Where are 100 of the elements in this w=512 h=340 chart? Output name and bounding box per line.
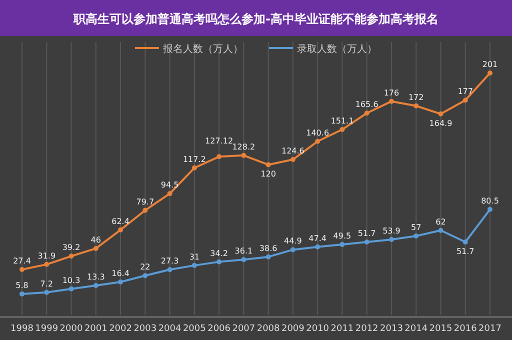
data-label: 5.8 — [16, 280, 28, 290]
data-label: 51.7 — [456, 247, 474, 256]
x-tick-label: 2015 — [429, 324, 452, 334]
x-tick-label: 2000 — [60, 324, 83, 334]
data-label: 127.12 — [205, 136, 234, 146]
point — [241, 257, 246, 262]
point — [315, 138, 320, 144]
data-label: 176 — [384, 88, 400, 98]
data-label: 117.2 — [182, 154, 206, 164]
data-label: 94.5 — [160, 180, 179, 190]
data-label: 31 — [189, 252, 200, 262]
point — [93, 282, 98, 288]
data-label: 39.2 — [62, 243, 80, 252]
x-tick-label: 2006 — [208, 324, 231, 334]
data-label: 151.1 — [330, 116, 354, 126]
point — [364, 110, 370, 116]
x-tick-label: 2002 — [109, 324, 132, 334]
point — [340, 242, 345, 247]
x-tick-label: 2011 — [330, 324, 354, 334]
data-label: 10.3 — [62, 276, 80, 285]
legend-label: 录取人数（万人） — [297, 44, 377, 55]
x-tick-label: 2007 — [232, 324, 256, 334]
point — [488, 70, 492, 76]
data-label: 165.6 — [355, 100, 378, 110]
point — [142, 273, 148, 278]
data-label: 7.2 — [40, 279, 53, 288]
x-tick-label: 2008 — [256, 324, 280, 334]
x-tick-label: 2001 — [84, 324, 108, 334]
x-tick-label: 2012 — [355, 324, 378, 334]
data-label: 36.1 — [234, 246, 253, 256]
data-label: 47.4 — [308, 234, 326, 243]
point — [438, 111, 444, 116]
point — [68, 286, 74, 292]
data-label: 51.7 — [358, 229, 376, 238]
x-tick-label: 1999 — [35, 324, 58, 334]
point — [167, 191, 172, 196]
point — [290, 247, 296, 252]
point — [438, 228, 444, 233]
data-label: 177 — [458, 87, 474, 96]
data-label: 140.6 — [306, 128, 330, 138]
point — [462, 240, 468, 245]
point — [414, 234, 419, 239]
data-label: 57 — [411, 223, 422, 232]
data-label: 13.3 — [86, 272, 105, 282]
point — [340, 127, 345, 132]
point — [142, 208, 148, 213]
data-label: 27.3 — [160, 256, 179, 266]
point — [364, 240, 370, 245]
x-tick-label: 1998 — [10, 324, 34, 334]
data-label: 38.6 — [259, 244, 278, 253]
data-label: 22 — [140, 262, 150, 272]
x-tick-label: 2009 — [281, 324, 305, 334]
point — [241, 152, 246, 158]
data-label: 201 — [482, 60, 498, 70]
data-label: 53.9 — [382, 226, 400, 236]
point — [118, 279, 124, 284]
point — [462, 98, 468, 103]
point — [20, 267, 24, 272]
data-label: 80.5 — [481, 196, 499, 206]
data-label: 62 — [436, 217, 446, 226]
data-label: 44.9 — [284, 236, 302, 246]
point — [315, 244, 320, 250]
x-tick-label: 2014 — [404, 324, 428, 334]
point — [192, 165, 197, 170]
data-label: 79.7 — [136, 197, 154, 206]
point — [414, 103, 419, 108]
x-tick-label: 2005 — [182, 324, 206, 334]
point — [388, 237, 394, 242]
point — [20, 291, 24, 296]
point — [266, 162, 271, 168]
point — [192, 262, 197, 268]
point — [44, 262, 50, 267]
point — [488, 206, 492, 212]
x-tick-label: 2016 — [454, 324, 478, 334]
x-tick-label: 2004 — [158, 324, 182, 334]
data-label: 34.2 — [210, 248, 228, 258]
x-tick-label: 2003 — [134, 324, 157, 334]
point — [290, 157, 296, 162]
data-label: 31.9 — [38, 251, 56, 260]
point — [216, 154, 222, 160]
data-label: 128.2 — [232, 142, 256, 152]
data-label: 62.4 — [112, 216, 130, 226]
x-tick-label: 2010 — [306, 324, 330, 334]
point — [216, 259, 222, 264]
point — [68, 254, 74, 259]
data-label: 172 — [408, 92, 424, 102]
point — [93, 246, 98, 251]
point — [44, 290, 50, 295]
legend-label: 报名人数（万人） — [162, 43, 243, 55]
point — [118, 227, 124, 232]
data-label: 46 — [90, 235, 101, 244]
data-label: 120 — [260, 170, 276, 179]
data-label: 49.5 — [333, 232, 352, 240]
data-label: 124.6 — [281, 146, 304, 156]
point — [266, 254, 271, 260]
data-label: 16.4 — [112, 268, 130, 278]
point — [388, 98, 394, 104]
x-tick-label: 2017 — [478, 324, 502, 334]
x-tick-label: 2013 — [380, 324, 403, 334]
data-label: 164.9 — [429, 118, 452, 128]
